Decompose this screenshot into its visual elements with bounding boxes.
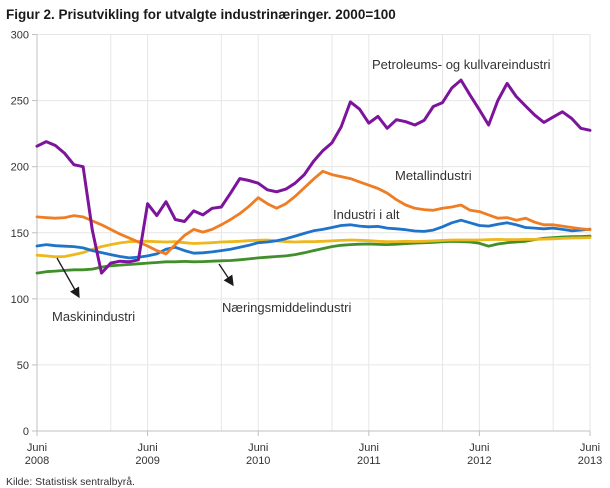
y-axis-label-300: 300 [11, 30, 29, 42]
x-axis-label-month: Juni [138, 442, 158, 454]
series-line-petroleums-og-kullvareindustri [35, 78, 592, 275]
y-axis-label-100: 100 [11, 294, 29, 306]
series-label-n-ringsmiddelindustri: Næringsmiddelindustri [222, 300, 351, 315]
series-line-n-ringsmiddelindustri [35, 234, 592, 275]
x-axis-label-year: 2013 [578, 455, 602, 467]
annotation-arrow-maskinindustri [56, 257, 80, 299]
series-line-metallindustri [35, 169, 592, 256]
axes [32, 34, 591, 436]
y-axis-label-0: 0 [23, 426, 29, 438]
x-axis-label-year: 2011 [357, 455, 381, 467]
y-axis-label-200: 200 [11, 162, 29, 174]
y-axis-label-250: 250 [11, 96, 29, 108]
chart-title: Figur 2. Prisutvikling for utvalgte indu… [6, 7, 396, 22]
y-axis-label-50: 50 [17, 360, 29, 372]
x-axis-label-month: Juni [359, 442, 379, 454]
series-label-industri-i-alt: Industri i alt [333, 207, 400, 222]
annotation-arrow-n-ringsmiddelindustri [218, 263, 234, 287]
x-axis-label-year: 2008 [25, 455, 49, 467]
annotations: Petroleums- og kullvareindustri Metallind… [52, 57, 551, 324]
axis-labels: 050100150200250300Juni2008Juni2009Juni20… [11, 30, 603, 468]
x-axis-label-month: Juni [27, 442, 47, 454]
x-axis-label-month: Juni [248, 442, 268, 454]
source-caption: Kilde: Statistisk sentralbyrå. [6, 476, 135, 488]
series-lines [35, 78, 592, 275]
x-axis-label-year: 2012 [467, 455, 491, 467]
x-axis-label-year: 2009 [135, 455, 159, 467]
x-axis-label-year: 2010 [246, 455, 270, 467]
series-label-petroleums-og-kullvareindustri: Petroleums- og kullvareindustri [372, 57, 551, 72]
x-axis-label-month: Juni [580, 442, 600, 454]
series-line-industri-i-alt [35, 218, 592, 260]
series-label-metallindustri: Metallindustri [395, 168, 472, 183]
gridlines [37, 34, 591, 431]
series-label-maskinindustri: Maskinindustri [52, 309, 135, 324]
x-axis-label-month: Juni [469, 442, 489, 454]
series-line-maskinindustri [35, 236, 592, 259]
y-axis-label-150: 150 [11, 228, 29, 240]
